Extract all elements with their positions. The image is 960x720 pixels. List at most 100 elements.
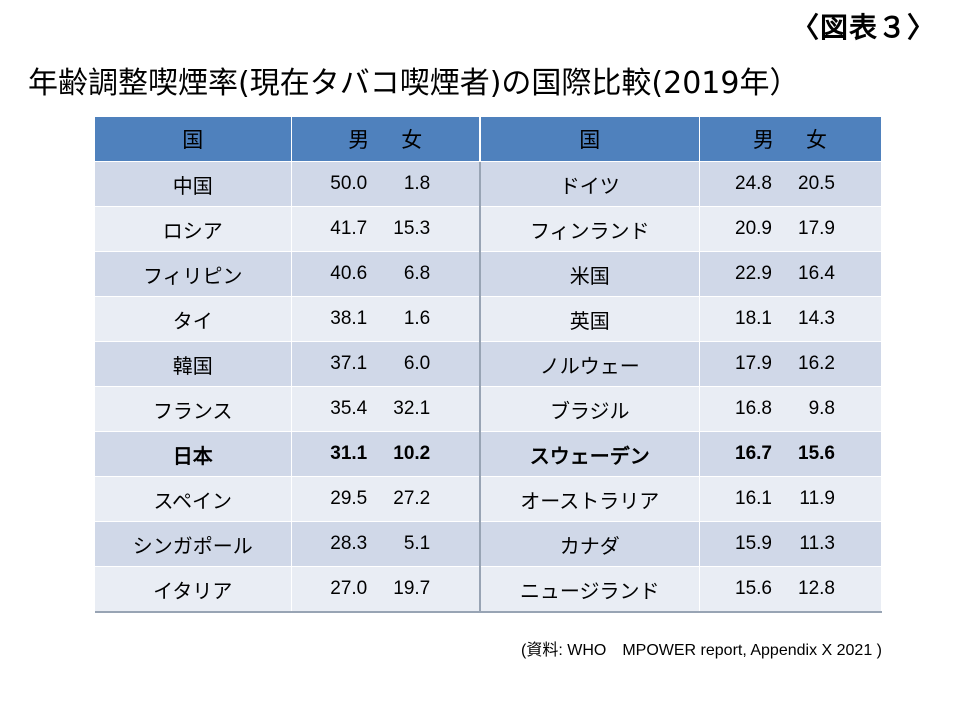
female-rate: 16.4 (798, 263, 835, 284)
country-cell-left: イタリア (95, 566, 292, 613)
rate-cell-right: 17.9 16.2 (699, 341, 882, 387)
header-female-left: 女 (401, 128, 423, 152)
female-rate: 10.2 (393, 443, 431, 464)
male-rate: 16.1 (735, 488, 772, 509)
country-cell-right: フィンランド (480, 206, 700, 252)
male-rate: 35.4 (330, 398, 368, 419)
table-row: シンガポール 28.3 5.1 カナダ 15.9 11.3 (95, 521, 882, 567)
country-cell-left: タイ (95, 296, 292, 342)
rate-cell-left: 40.6 6.8 (291, 251, 481, 297)
male-rate: 38.1 (330, 308, 368, 329)
rate-cell-right: 16.1 11.9 (699, 476, 882, 522)
rate-cell-left: 50.0 1.8 (291, 161, 481, 207)
table-row: スペイン 29.5 27.2 オーストラリア 16.1 11.9 (95, 476, 882, 522)
figure-label: 〈図表３〉 (790, 11, 936, 44)
female-rate: 27.2 (393, 488, 431, 509)
smoking-rate-table: 国 男女 国 男女 中国 50.0 1.8 ドイツ 24.8 20.5 ロシア 41.7 15.… (95, 117, 882, 613)
rate-cell-right: 15.9 11.3 (699, 521, 882, 567)
header-sex-left: 男女 (291, 117, 481, 162)
female-rate: 11.9 (799, 488, 835, 509)
country-cell-right: ノルウェー (480, 341, 700, 387)
country-cell-left: スペイン (95, 476, 292, 522)
country-cell-right: ドイツ (480, 161, 700, 207)
table-row: フィリピン 40.6 6.8 米国 22.9 16.4 (95, 251, 882, 297)
rate-cell-right: 20.9 17.9 (699, 206, 882, 252)
rate-cell-left: 29.5 27.2 (291, 476, 481, 522)
male-rate: 20.9 (735, 218, 772, 239)
male-rate: 22.9 (735, 263, 772, 284)
female-rate: 11.3 (799, 533, 835, 554)
male-rate: 15.9 (735, 533, 772, 554)
rate-cell-right: 15.6 12.8 (699, 566, 882, 613)
male-rate: 16.7 (735, 443, 772, 464)
female-rate: 1.6 (403, 308, 431, 329)
female-rate: 15.3 (393, 218, 431, 239)
female-rate: 16.2 (798, 353, 835, 374)
table-header-row: 国 男女 国 男女 (95, 117, 882, 162)
female-rate: 1.8 (403, 173, 431, 194)
female-rate: 14.3 (798, 308, 835, 329)
rate-cell-left: 41.7 15.3 (291, 206, 481, 252)
male-rate: 28.3 (330, 533, 368, 554)
male-rate: 40.6 (330, 263, 368, 284)
female-rate: 6.0 (403, 353, 431, 374)
male-rate: 29.5 (330, 488, 368, 509)
female-rate: 5.1 (403, 533, 431, 554)
header-male-right: 男 (753, 128, 774, 152)
female-rate: 15.6 (798, 443, 835, 464)
table-row: ロシア 41.7 15.3 フィンランド 20.9 17.9 (95, 206, 882, 252)
female-rate: 9.8 (808, 398, 835, 419)
female-rate: 20.5 (798, 173, 835, 194)
table-row: イタリア 27.0 19.7 ニュージランド 15.6 12.8 (95, 566, 882, 613)
male-rate: 27.0 (330, 578, 368, 599)
country-cell-right: スウェーデン (480, 431, 700, 477)
rate-cell-left: 37.1 6.0 (291, 341, 481, 387)
country-cell-left: シンガポール (95, 521, 292, 567)
male-rate: 15.6 (735, 578, 772, 599)
male-rate: 41.7 (330, 218, 368, 239)
rate-cell-left: 31.1 10.2 (291, 431, 481, 477)
header-female-right: 女 (806, 128, 827, 152)
source-note: (資料: WHO MPOWER report, Appendix X 2021 … (521, 642, 882, 659)
male-rate: 50.0 (330, 173, 368, 194)
table-row: タイ 38.1 1.6 英国 18.1 14.3 (95, 296, 882, 342)
country-cell-left: 日本 (95, 431, 292, 477)
country-cell-right: 英国 (480, 296, 700, 342)
male-rate: 31.1 (330, 443, 368, 464)
country-cell-right: ブラジル (480, 386, 700, 432)
female-rate: 32.1 (393, 398, 431, 419)
rate-cell-right: 24.8 20.5 (699, 161, 882, 207)
table-row: 中国 50.0 1.8 ドイツ 24.8 20.5 (95, 161, 882, 207)
table-row: フランス 35.4 32.1 ブラジル 16.8 9.8 (95, 386, 882, 432)
page-title: 年齢調整喫煙率(現在タバコ喫煙者)の国際比較(2019年） (28, 66, 800, 101)
country-cell-right: ニュージランド (480, 566, 700, 613)
country-cell-left: ロシア (95, 206, 292, 252)
country-cell-left: 韓国 (95, 341, 292, 387)
country-cell-right: オーストラリア (480, 476, 700, 522)
male-rate: 24.8 (735, 173, 772, 194)
header-country-left: 国 (95, 117, 292, 162)
table-row: 日本 31.1 10.2 スウェーデン 16.7 15.6 (95, 431, 882, 477)
rate-cell-right: 16.8 9.8 (699, 386, 882, 432)
country-cell-left: 中国 (95, 161, 292, 207)
header-male-left: 男 (348, 128, 370, 152)
female-rate: 12.8 (798, 578, 835, 599)
rate-cell-left: 28.3 5.1 (291, 521, 481, 567)
rate-cell-left: 27.0 19.7 (291, 566, 481, 613)
country-cell-left: フランス (95, 386, 292, 432)
country-cell-right: カナダ (480, 521, 700, 567)
rate-cell-right: 16.7 15.6 (699, 431, 882, 477)
male-rate: 18.1 (735, 308, 772, 329)
rate-cell-left: 35.4 32.1 (291, 386, 481, 432)
female-rate: 6.8 (403, 263, 431, 284)
male-rate: 17.9 (735, 353, 772, 374)
female-rate: 17.9 (798, 218, 835, 239)
male-rate: 16.8 (735, 398, 772, 419)
male-rate: 37.1 (330, 353, 368, 374)
country-cell-right: 米国 (480, 251, 700, 297)
rate-cell-right: 18.1 14.3 (699, 296, 882, 342)
header-country-right: 国 (480, 117, 700, 162)
table-row: 韓国 37.1 6.0 ノルウェー 17.9 16.2 (95, 341, 882, 387)
rate-cell-left: 38.1 1.6 (291, 296, 481, 342)
country-cell-left: フィリピン (95, 251, 292, 297)
